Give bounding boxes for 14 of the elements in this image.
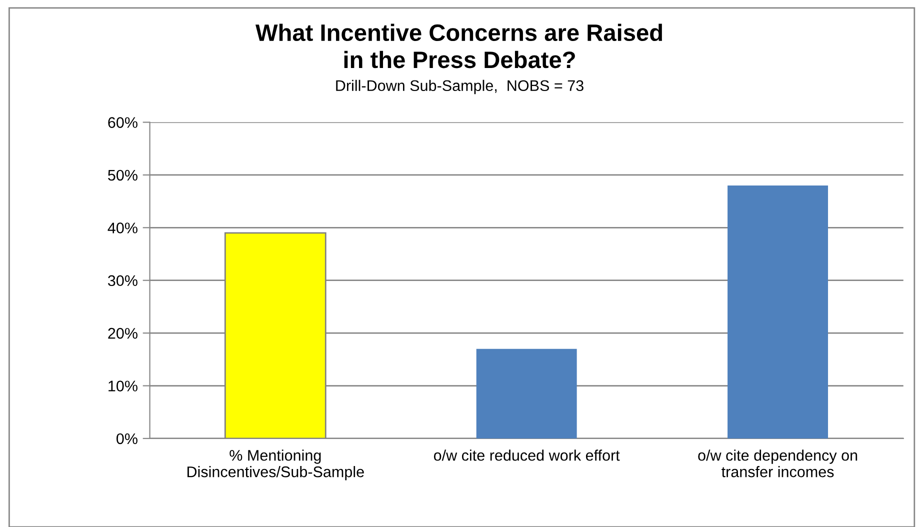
x-tick-label: o/w cite reduced work effort bbox=[434, 450, 620, 461]
x-tick-label: o/w cite dependency on transfer incomes bbox=[698, 450, 858, 478]
y-tick-label: 40% bbox=[108, 222, 138, 234]
bar bbox=[728, 186, 828, 438]
y-tick-label: 10% bbox=[108, 380, 138, 392]
x-tick-label: % Mentioning Disincentives/Sub-Sample bbox=[187, 450, 364, 480]
chart-subtitle: Drill-Down Sub-Sample, NOBS = 73 bbox=[336, 80, 584, 94]
bar bbox=[476, 348, 577, 438]
y-tick-label: 30% bbox=[108, 275, 138, 286]
y-tick-label: 50% bbox=[108, 170, 138, 181]
y-tick-label: 20% bbox=[108, 328, 138, 339]
chart-title: What Incentive Concerns are Raised in the Press Debate? bbox=[256, 24, 662, 68]
y-tick-label: 0% bbox=[116, 433, 138, 444]
y-tick-label: 60% bbox=[108, 117, 138, 128]
